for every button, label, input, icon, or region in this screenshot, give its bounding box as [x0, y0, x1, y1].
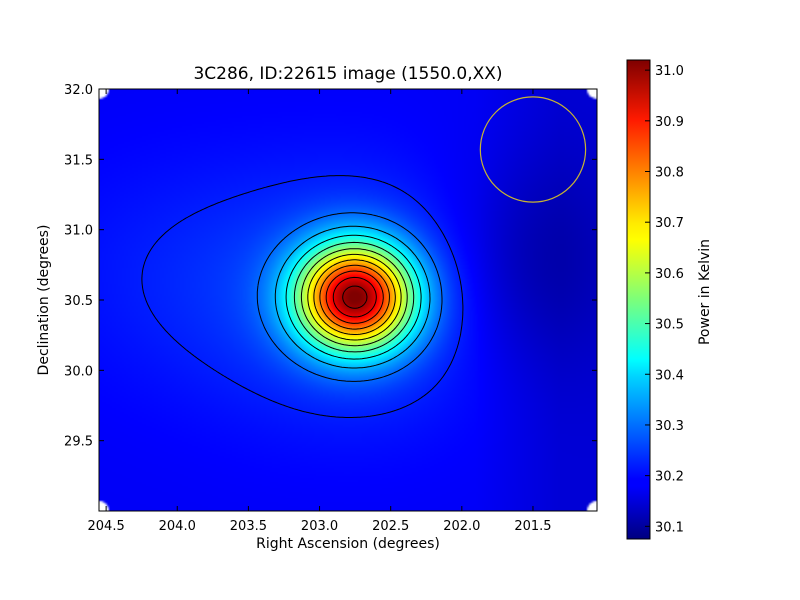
x-tick-label: 203.5 — [230, 519, 267, 534]
x-tick-label: 204.0 — [159, 519, 196, 534]
contour-line — [256, 212, 443, 382]
x-axis: 204.5 204.0 203.5 203.0 202.5 202.0 201.5 — [88, 89, 552, 534]
colorbar: 30.1 30.2 30.3 30.4 30.5 30.6 30.7 30.8 30.9 31.0… — [626, 59, 713, 540]
x-tick-label: 201.5 — [514, 519, 551, 534]
colorbar-tick-label: 30.3 — [655, 419, 684, 434]
contour-lines — [141, 175, 464, 418]
y-tick-label: 30.5 — [64, 294, 93, 309]
contour-line — [313, 259, 396, 335]
colorbar-tick-label: 30.7 — [655, 216, 684, 231]
colorbar-tick-label: 30.1 — [655, 520, 684, 535]
y-axis-label: Declination (degrees) — [36, 225, 52, 376]
colorbar-tick-label: 31.0 — [655, 64, 684, 79]
beam-circle — [479, 96, 587, 203]
x-axis-label: Right Ascension (degrees) — [256, 536, 440, 552]
contour-line — [274, 225, 431, 369]
colorbar-tick-label: 30.9 — [655, 115, 684, 130]
colorbar-tick-label: 30.2 — [655, 470, 684, 485]
contour-line — [285, 234, 422, 360]
contour-line — [342, 285, 368, 309]
colorbar-label: Power in Kelvin — [697, 239, 713, 345]
colorbar-gradient — [626, 59, 651, 540]
colorbar-tick-label: 30.4 — [655, 368, 684, 383]
chart-title: 3C286, ID:22615 image (1550.0,XX) — [193, 64, 502, 84]
contour-line — [332, 276, 377, 318]
x-tick-label: 204.5 — [88, 519, 125, 534]
colorbar-tick-label: 30.6 — [655, 267, 684, 282]
y-tick-label: 30.0 — [64, 364, 93, 379]
y-tick-label: 32.0 — [64, 83, 93, 98]
y-tick-label: 31.0 — [64, 224, 93, 239]
x-tick-label: 202.0 — [443, 519, 480, 534]
colorbar-tick-label: 30.8 — [655, 166, 684, 181]
x-tick-label: 202.5 — [372, 519, 409, 534]
x-tick-label: 203.0 — [301, 519, 338, 534]
y-axis: 29.5 30.0 30.5 31.0 31.5 32.0 — [64, 83, 597, 450]
heatmap — [99, 89, 597, 511]
y-tick-label: 29.5 — [64, 435, 93, 450]
colorbar-tick-label: 30.5 — [655, 318, 684, 333]
contour-line — [293, 241, 415, 353]
contour-line — [307, 253, 402, 341]
colorbar-ticks: 30.1 30.2 30.3 30.4 30.5 30.6 30.7 30.8 30.9 31.0 — [645, 64, 684, 535]
contour-line — [319, 264, 390, 330]
y-tick-label: 31.5 — [64, 153, 93, 168]
contour-line — [300, 248, 408, 347]
contour-line — [325, 270, 384, 324]
contour-line — [141, 175, 464, 418]
